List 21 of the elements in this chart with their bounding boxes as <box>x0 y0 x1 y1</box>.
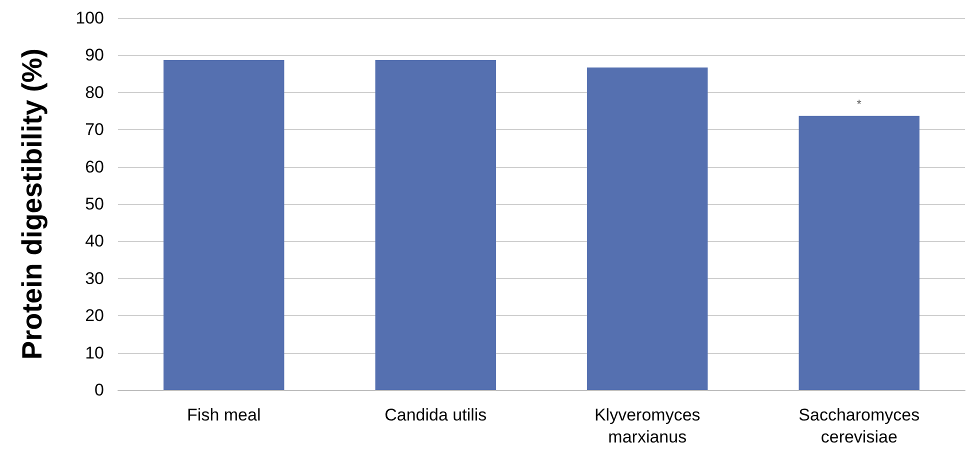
y-tick-label: 30 <box>85 268 104 288</box>
y-tick-label: 40 <box>85 232 104 251</box>
y-tick-label: 50 <box>85 194 104 214</box>
x-tick-label: Saccharomyces cerevisiae <box>798 406 920 446</box>
y-tick-label: 70 <box>85 120 104 140</box>
bar <box>375 60 496 390</box>
y-tick-label: 60 <box>85 157 104 176</box>
y-tick-label: 100 <box>76 8 104 28</box>
bar <box>587 67 708 390</box>
y-tick-label: 80 <box>85 82 104 102</box>
x-tick-label: Fish meal <box>187 406 261 424</box>
y-tick-label: 0 <box>94 380 104 400</box>
x-tick-label: Candida utilis <box>384 406 487 424</box>
y-tick-label: 90 <box>85 46 104 65</box>
y-axis-title: Protein digestibility (%) <box>16 48 48 360</box>
x-tick-label: Klyveromyces marxianus <box>594 406 700 446</box>
annotation: * <box>856 96 862 111</box>
y-tick-label: 10 <box>85 343 104 362</box>
y-tick-label: 20 <box>85 306 104 326</box>
bar <box>164 60 284 390</box>
bar <box>798 116 920 390</box>
